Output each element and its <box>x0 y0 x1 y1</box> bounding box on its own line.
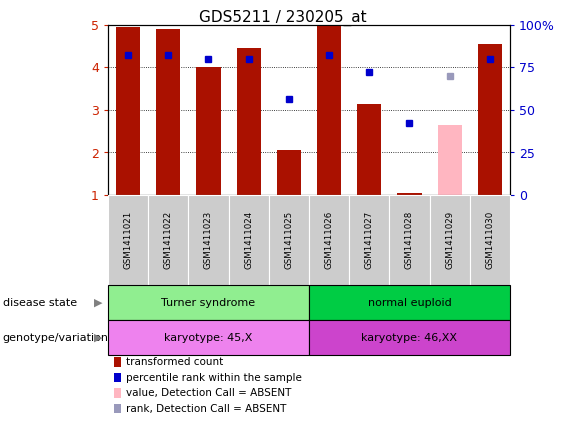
Text: percentile rank within the sample: percentile rank within the sample <box>125 373 301 382</box>
Text: Turner syndrome: Turner syndrome <box>162 297 255 308</box>
Text: GSM1411021: GSM1411021 <box>124 211 133 269</box>
Bar <box>357 104 381 195</box>
Bar <box>116 27 140 195</box>
Bar <box>277 150 301 195</box>
Text: karyotype: 46,XX: karyotype: 46,XX <box>362 332 458 343</box>
Text: karyotype: 45,X: karyotype: 45,X <box>164 332 253 343</box>
Bar <box>438 125 462 195</box>
Text: GSM1411022: GSM1411022 <box>164 211 173 269</box>
Text: rank, Detection Call = ABSENT: rank, Detection Call = ABSENT <box>125 404 286 414</box>
Text: ▶: ▶ <box>94 332 102 343</box>
Text: GSM1411029: GSM1411029 <box>445 211 454 269</box>
Text: GSM1411024: GSM1411024 <box>244 211 253 269</box>
Text: transformed count: transformed count <box>125 357 223 367</box>
Text: genotype/variation: genotype/variation <box>3 332 109 343</box>
Text: GSM1411026: GSM1411026 <box>325 211 333 269</box>
Text: GSM1411030: GSM1411030 <box>485 211 494 269</box>
Bar <box>237 48 261 195</box>
Text: normal euploid: normal euploid <box>368 297 451 308</box>
Text: GSM1411023: GSM1411023 <box>204 211 213 269</box>
Text: GSM1411025: GSM1411025 <box>284 211 293 269</box>
Text: value, Detection Call = ABSENT: value, Detection Call = ABSENT <box>125 388 291 398</box>
Bar <box>478 44 502 195</box>
Bar <box>397 193 421 195</box>
Bar <box>317 26 341 195</box>
Bar <box>197 68 220 195</box>
Text: GDS5211 / 230205_at: GDS5211 / 230205_at <box>199 10 366 26</box>
Bar <box>157 29 180 195</box>
Text: GSM1411028: GSM1411028 <box>405 211 414 269</box>
Text: GSM1411027: GSM1411027 <box>365 211 374 269</box>
Text: ▶: ▶ <box>94 297 102 308</box>
Text: disease state: disease state <box>3 297 77 308</box>
